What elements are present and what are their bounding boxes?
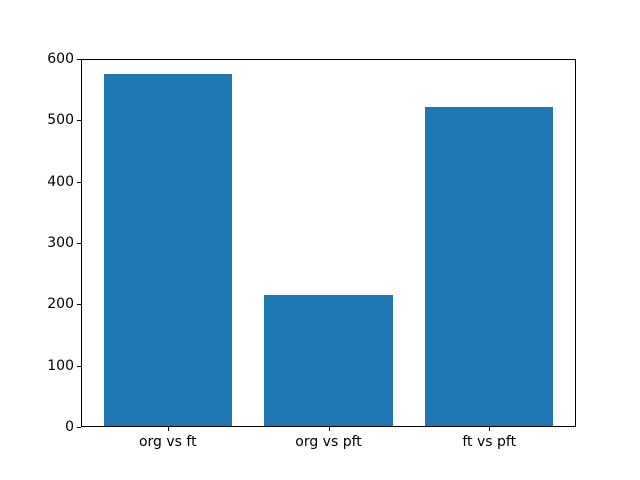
y-tick-mark bbox=[77, 427, 81, 428]
y-tick-mark bbox=[77, 59, 81, 60]
x-tick-mark bbox=[489, 427, 491, 431]
y-tick-mark bbox=[77, 120, 81, 122]
y-tick-mark bbox=[77, 243, 81, 244]
y-tick-mark bbox=[77, 365, 81, 367]
x-tick-label: org vs ft bbox=[138, 434, 197, 450]
y-tick-label: 400 bbox=[47, 173, 74, 190]
y-tick-label: 100 bbox=[47, 357, 74, 374]
x-tick-mark bbox=[167, 427, 169, 431]
bar-org-vs-ft bbox=[103, 74, 233, 426]
x-tick-label: ft vs pft bbox=[462, 434, 517, 450]
y-tick-mark bbox=[77, 304, 81, 306]
y-tick-label: 0 bbox=[65, 419, 74, 435]
bar-org-vs-pft bbox=[264, 294, 393, 426]
bar-ft-vs-pft bbox=[424, 107, 554, 426]
y-tick-label: 200 bbox=[47, 296, 74, 313]
y-tick-label: 500 bbox=[47, 112, 74, 129]
x-tick-label: org vs pft bbox=[295, 434, 362, 450]
y-tick-label: 300 bbox=[47, 235, 74, 251]
x-tick-mark bbox=[328, 427, 330, 431]
y-tick-label: 600 bbox=[47, 51, 74, 67]
y-tick-mark bbox=[77, 181, 81, 183]
